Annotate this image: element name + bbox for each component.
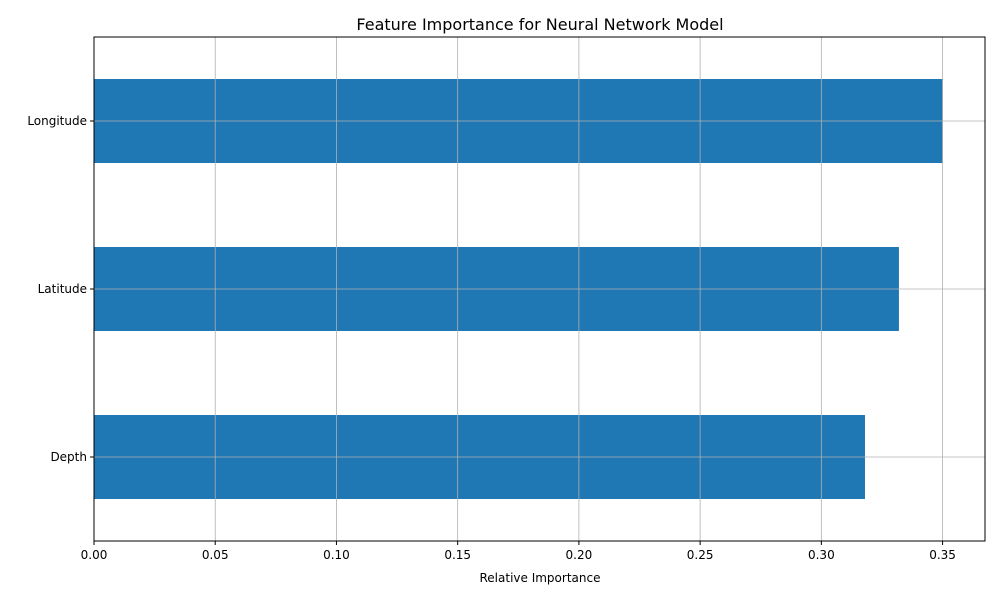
x-tick-label: 0.30 [808,548,835,562]
y-tick-label-depth: Depth [50,450,87,464]
x-tick-label: 0.15 [444,548,471,562]
y-tick-label-latitude: Latitude [38,282,87,296]
y-tick-layer: Depth Latitude Longitude [27,114,94,464]
x-tick-label: 0.05 [202,548,229,562]
x-axis-label: Relative Importance [480,571,601,585]
y-tick-label-longitude: Longitude [27,114,87,128]
x-tick-label: 0.35 [929,548,956,562]
x-tick-label: 0.00 [81,548,108,562]
chart-title: Feature Importance for Neural Network Mo… [356,15,723,34]
x-tick-layer: 0.00 0.05 0.10 0.15 0.20 0.25 0.30 0.35 [81,541,956,562]
x-tick-label: 0.25 [687,548,714,562]
x-tick-label: 0.20 [566,548,593,562]
x-tick-label: 0.10 [323,548,350,562]
grid-layer [93,37,985,541]
